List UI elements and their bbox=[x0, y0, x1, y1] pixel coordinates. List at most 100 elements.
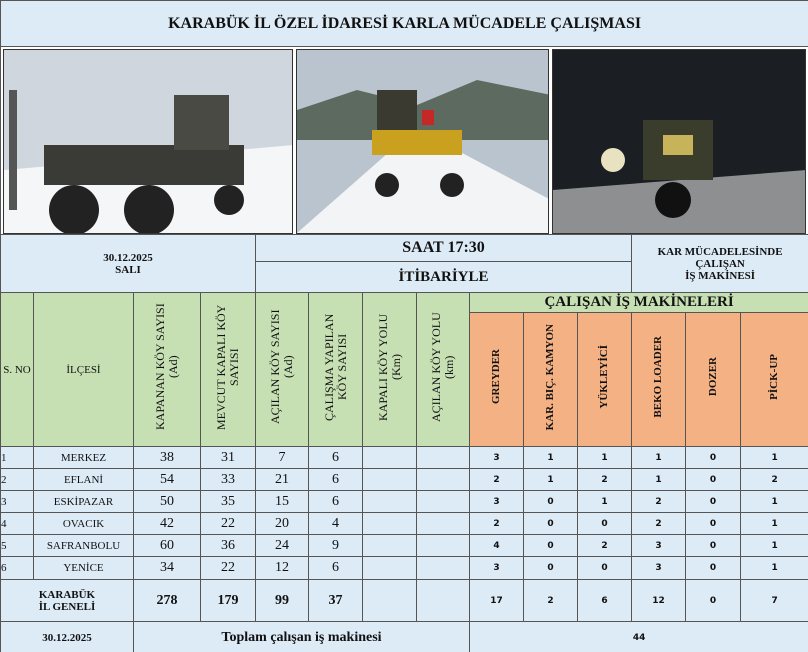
column-header: İLÇESİ bbox=[33, 292, 134, 447]
column-label: AÇILAN KÖY YOLU (km) bbox=[429, 312, 456, 422]
machine-count: 0 bbox=[523, 556, 578, 580]
count-cell: 33 bbox=[200, 468, 256, 491]
table-row: 30.12.2025 SALI SAAT 17:30 KAR MÜCADELESİND… bbox=[0, 234, 808, 293]
district: ESKİPAZAR bbox=[33, 490, 134, 513]
row-number: 5 bbox=[0, 534, 34, 557]
machine-count: 2 bbox=[577, 534, 632, 557]
column-header: KAPANAN KÖY SAYISI (Ad) bbox=[133, 292, 201, 447]
table-row: 4 OVACIK 42 22 20 4 2 0 0 2 0 1 bbox=[0, 512, 808, 535]
district: SAFRANBOLU bbox=[33, 534, 134, 557]
empty-cell bbox=[416, 512, 470, 535]
machine-label: PİCK-UP bbox=[768, 354, 781, 400]
count-cell: 60 bbox=[133, 534, 201, 557]
count-cell: 6 bbox=[308, 468, 363, 491]
note-line: ÇALIŞAN bbox=[695, 257, 745, 270]
machine-count: 2 bbox=[631, 512, 686, 535]
machine-count: 1 bbox=[631, 446, 686, 469]
machine-count: 1 bbox=[523, 468, 578, 491]
table-row: GREYDER KAR. BIÇ. KAMYON YÜKLEYİCİ BEKO LOA… bbox=[1, 312, 808, 447]
total-count: 37 bbox=[308, 579, 363, 622]
count-cell: 24 bbox=[255, 534, 309, 557]
total-count: 179 bbox=[200, 579, 256, 622]
machine-count: 2 bbox=[469, 512, 524, 535]
total-machine: 0 bbox=[685, 579, 741, 622]
total-label-line: İL GENELİ bbox=[38, 600, 96, 613]
title: KARABÜK İL ÖZEL İDARESİ KARLA MÜCADELE Ç… bbox=[0, 0, 808, 47]
count-cell: 42 bbox=[133, 512, 201, 535]
machine-label: BEKO LOADER bbox=[652, 336, 664, 418]
empty-cell bbox=[416, 446, 470, 469]
column-header: AÇILAN KÖY YOLU (km) bbox=[416, 292, 470, 447]
date: 30.12.2025 bbox=[103, 251, 153, 264]
count-cell: 31 bbox=[200, 446, 256, 469]
machine-count: 0 bbox=[523, 534, 578, 557]
empty-cell bbox=[416, 468, 470, 491]
total-machine: 17 bbox=[469, 579, 524, 622]
count-cell: 54 bbox=[133, 468, 201, 491]
machine-count: 1 bbox=[739, 446, 808, 469]
column-header: ÇALIŞMA YAPILAN KÖY SAYISI bbox=[308, 292, 363, 447]
machine-count: 0 bbox=[685, 512, 741, 535]
table-row: İTİBARİYLE bbox=[1, 261, 808, 293]
footer-total: 44 bbox=[468, 621, 808, 652]
total-count: 278 bbox=[133, 579, 201, 622]
footer-date: 30.12.2025 bbox=[0, 621, 134, 652]
count-cell: 22 bbox=[200, 556, 256, 580]
machine-count: 3 bbox=[469, 446, 524, 469]
count-cell: 20 bbox=[255, 512, 309, 535]
empty-cell bbox=[416, 556, 470, 580]
photo bbox=[3, 49, 293, 234]
machine-count: 1 bbox=[577, 446, 632, 469]
empty-cell bbox=[362, 512, 417, 535]
photo-strip bbox=[1, 47, 808, 234]
machine-label: DOZER bbox=[706, 357, 719, 397]
machine-count: 0 bbox=[685, 490, 741, 513]
total-label: KARABÜK İL GENELİ bbox=[0, 579, 134, 622]
machine-count: 2 bbox=[469, 468, 524, 491]
empty-cell bbox=[362, 556, 417, 580]
machine-header: GREYDER bbox=[469, 312, 524, 447]
total-machine: 2 bbox=[523, 579, 578, 622]
column-label: MEVCUT KAPALI KÖY SAYISI bbox=[214, 304, 241, 430]
column-header: KAPALI KÖY YOLU (Km) bbox=[362, 292, 417, 447]
total-machine: 7 bbox=[739, 579, 808, 622]
column-label: ÇALIŞMA YAPILAN KÖY SAYISI bbox=[321, 313, 349, 421]
machine-count: 3 bbox=[469, 556, 524, 580]
district: MERKEZ bbox=[33, 446, 134, 469]
row-number: 3 bbox=[0, 490, 34, 513]
row-number: 6 bbox=[0, 556, 34, 580]
count-cell: 34 bbox=[133, 556, 201, 580]
table-row: 1 MERKEZ 38 31 7 6 3 1 1 1 0 1 bbox=[0, 446, 808, 469]
table-row: 30.12.2025 Toplam çalışan iş makinesi 44 bbox=[0, 621, 808, 652]
machine-count: 1 bbox=[631, 468, 686, 491]
machine-header: YÜKLEYİCİ bbox=[577, 312, 632, 447]
count-cell: 36 bbox=[200, 534, 256, 557]
machine-header: KAR. BIÇ. KAMYON bbox=[523, 312, 578, 447]
machine-count: 2 bbox=[577, 468, 632, 491]
district: OVACIK bbox=[33, 512, 134, 535]
machine-header: PİCK-UP bbox=[739, 312, 808, 447]
machine-count: 1 bbox=[739, 556, 808, 580]
machine-count: 3 bbox=[631, 556, 686, 580]
machine-count: 2 bbox=[631, 490, 686, 513]
photos bbox=[0, 46, 808, 235]
date-cell: 30.12.2025 SALI bbox=[0, 234, 256, 293]
count-cell: 50 bbox=[133, 490, 201, 513]
table-row: 2 EFLANİ 54 33 21 6 2 1 2 1 0 2 bbox=[0, 468, 808, 491]
count-cell: 9 bbox=[308, 534, 363, 557]
note-line: İŞ MAKİNESİ bbox=[685, 269, 756, 282]
day: SALI bbox=[115, 263, 141, 276]
machines-note: KAR MÜCADELESİNDE ÇALIŞAN İŞ MAKİNESİ bbox=[630, 234, 808, 293]
count-cell: 15 bbox=[255, 490, 309, 513]
empty-cell bbox=[362, 468, 417, 491]
total-machine: 6 bbox=[577, 579, 632, 622]
row-number: 2 bbox=[0, 468, 34, 491]
machine-count: 1 bbox=[523, 446, 578, 469]
table-row: KARABÜK İL GENELİ 278 179 99 37 17 2 6 12 0 7 bbox=[0, 579, 808, 622]
count-cell: 12 bbox=[255, 556, 309, 580]
district: YENİCE bbox=[33, 556, 134, 580]
count-cell: 38 bbox=[133, 446, 201, 469]
machines-title: ÇALIŞAN İŞ MAKİNELERİ bbox=[468, 292, 808, 313]
count-cell: 6 bbox=[308, 446, 363, 469]
